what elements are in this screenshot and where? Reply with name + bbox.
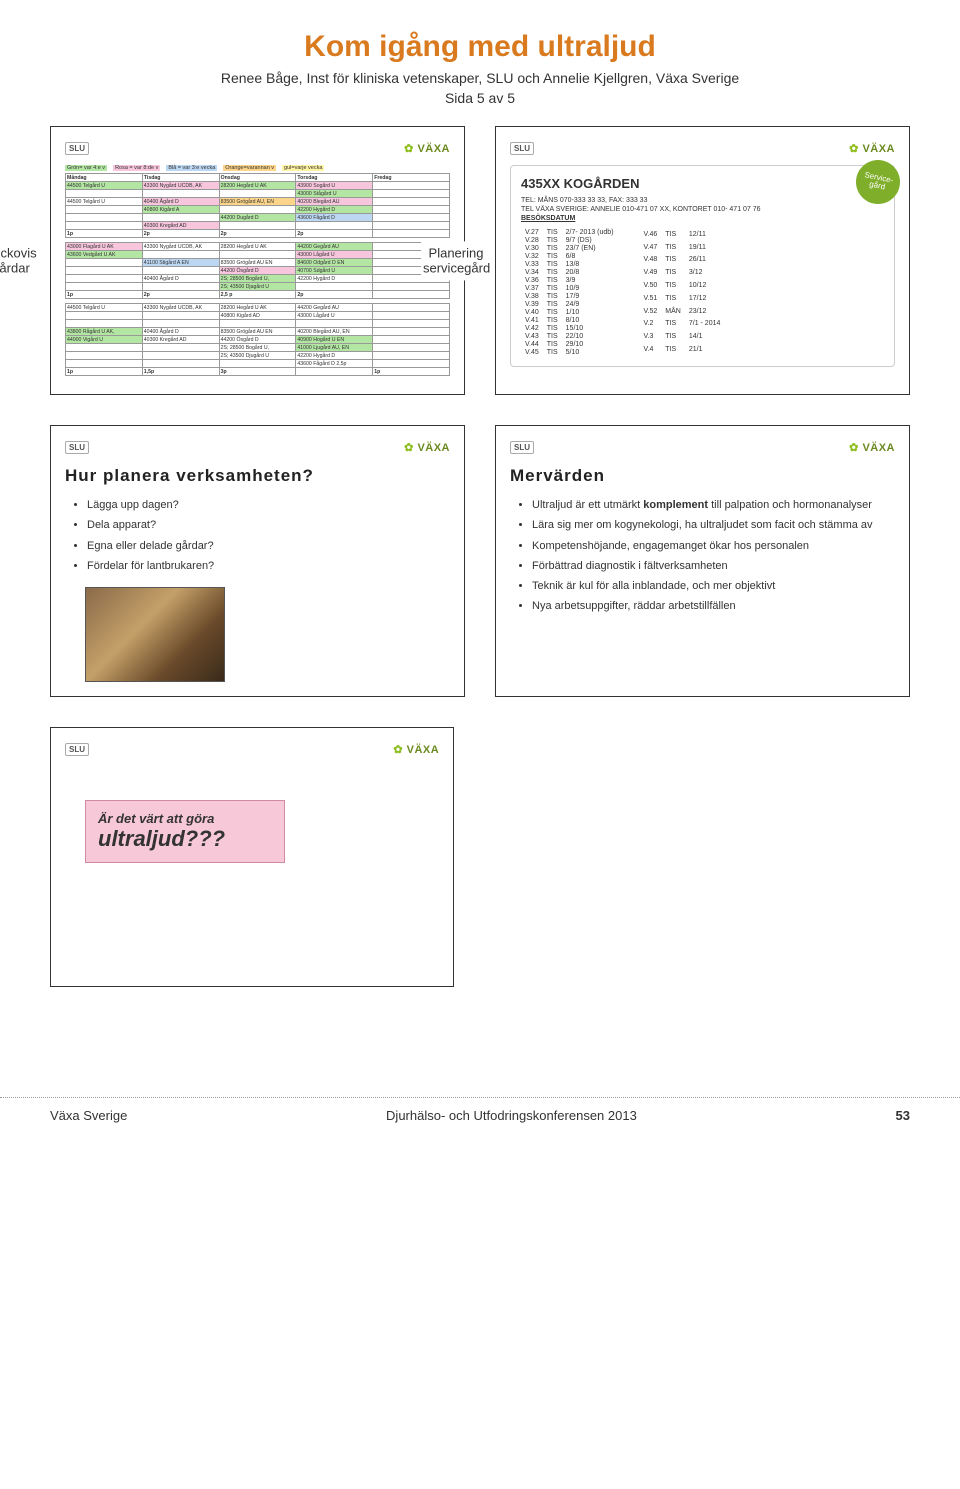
service-tel: TEL: MÅNS 070-333 33 33, FAX: 333 33 [521,197,884,204]
footer-mid: Djurhälso- och Utfodringskonferensen 201… [386,1108,637,1123]
slu-logo: SLU [65,441,89,454]
slide-question: SLU VÄXA Är det värt att göra ultraljud?… [50,727,454,987]
vaxa-logo: VÄXA [404,441,450,454]
service-card: Service-gård 435XX KOGÅRDEN TEL: MÅNS 07… [510,165,895,367]
slide3-bullets: Lägga upp dagen?Dela apparat?Egna eller … [65,498,450,573]
slide-service-plan: Planering servicegård SLU VÄXA Service-g… [495,126,910,395]
service-title: 435XX KOGÅRDEN [521,176,884,191]
slide-added-value: SLU VÄXA Mervärden Ultraljud är ett utmä… [495,425,910,697]
slide-weekly-schedule: Veckovis gårdar SLU VÄXA Grön= var 4:e v… [50,126,465,395]
slu-logo: SLU [510,441,534,454]
slu-logo: SLU [510,142,534,155]
vaxa-logo: VÄXA [393,743,439,756]
page-number: Sida 5 av 5 [50,90,910,106]
service-tel2: TEL VÄXA SVERIGE: ANNELIE 010-471 07 XX,… [521,206,884,213]
page-title: Kom igång med ultraljud [50,30,910,64]
page-subtitle: Renee Båge, Inst för kliniska vetenskape… [50,70,910,86]
visits-left: V.27TIS2/7- 2013 (udb)V.28TIS9/7 (DS)V.3… [521,228,618,356]
slide4-heading: Mervärden [510,466,895,486]
page-footer: Växa Sverige Djurhälso- och Utfodringsko… [0,1097,960,1143]
question-box: Är det värt att göra ultraljud??? [85,800,285,863]
visits-right: V.46TIS12/11V.47TIS19/11V.48TIS26/11V.49… [640,228,725,356]
schedule-table: MåndagTisdagOnsdagTorsdagFredag44500 Tel… [65,173,450,380]
vaxa-logo: VÄXA [404,142,450,155]
vaxa-logo: VÄXA [849,441,895,454]
service-heading: BESÖKSDATUM [521,215,884,222]
slu-logo: SLU [65,743,89,756]
vaxa-logo: VÄXA [849,142,895,155]
slu-logo: SLU [65,142,89,155]
question-line1: Är det värt att göra [98,811,272,826]
footer-left: Växa Sverige [50,1108,127,1123]
side-label-weekly: Veckovis gårdar [0,241,46,280]
slide3-heading: Hur planera verksamheten? [65,466,450,486]
footer-right: 53 [896,1108,910,1123]
slide4-bullets: Ultraljud är ett utmärkt komplement till… [510,498,895,614]
color-legend: Grön= var 4:e vRosa = var 8:de vBlå = va… [65,165,450,171]
cow-image [85,587,225,682]
question-line2: ultraljud??? [98,826,272,852]
slide-plan-business: SLU VÄXA Hur planera verksamheten? Lägga… [50,425,465,697]
side-label-service: Planering servicegård [421,241,491,280]
